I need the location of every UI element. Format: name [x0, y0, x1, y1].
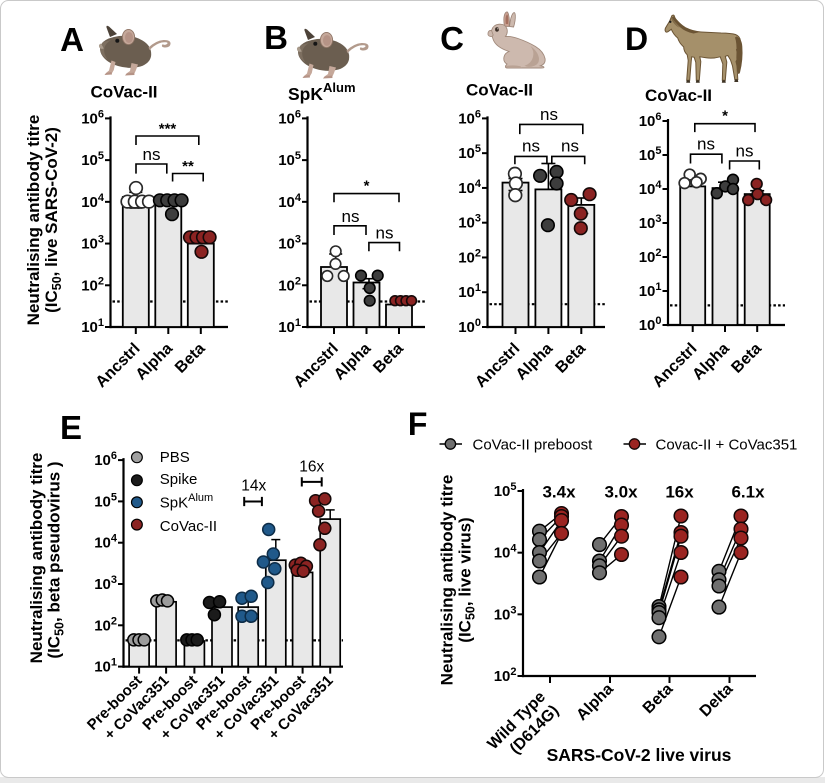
svg-text:***: ***	[159, 121, 177, 138]
svg-text:CoVac-II: CoVac-II	[90, 83, 157, 102]
svg-text:SARS-CoV-2 live virus: SARS-CoV-2 live virus	[547, 745, 732, 765]
svg-text:CoVac-II: CoVac-II	[160, 518, 217, 535]
svg-text:ns: ns	[143, 145, 161, 164]
svg-text:A: A	[60, 21, 84, 58]
svg-text:16x: 16x	[665, 483, 694, 502]
svg-text:(IC50, live virus): (IC50, live virus)	[456, 517, 478, 642]
svg-text:CoVac-II preboost: CoVac-II preboost	[473, 437, 594, 454]
svg-text:F: F	[408, 406, 428, 442]
svg-text:Neutralising antibody titre: Neutralising antibody titre	[24, 115, 43, 326]
svg-text:*: *	[364, 178, 370, 195]
svg-text:B: B	[264, 19, 288, 56]
svg-text:CoVac-II: CoVac-II	[466, 81, 533, 100]
svg-text:3.4x: 3.4x	[542, 483, 576, 502]
svg-text:Neutralising antibody titre: Neutralising antibody titre	[438, 475, 457, 686]
svg-text:ns: ns	[342, 207, 360, 226]
svg-text:PBS: PBS	[160, 449, 190, 466]
svg-text:ns: ns	[561, 137, 579, 156]
svg-text:ns: ns	[522, 137, 540, 156]
svg-text:(IC50, live SARS-CoV-2): (IC50, live SARS-CoV-2)	[42, 127, 64, 313]
svg-text:Covac-II + CoVac351: Covac-II + CoVac351	[656, 437, 798, 454]
svg-text:ns: ns	[736, 142, 754, 161]
svg-text:*: *	[722, 108, 728, 125]
svg-text:(IC50, beta pseudovirus ): (IC50, beta pseudovirus )	[45, 461, 67, 658]
svg-text:14x: 14x	[241, 478, 266, 495]
svg-text:C: C	[440, 20, 464, 57]
svg-text:D: D	[625, 21, 648, 57]
svg-text:E: E	[60, 409, 82, 446]
svg-text:3.0x: 3.0x	[604, 483, 638, 502]
svg-text:Spike: Spike	[160, 471, 198, 488]
svg-text:ns: ns	[376, 224, 394, 243]
svg-text:ns: ns	[697, 135, 715, 154]
svg-text:**: **	[182, 158, 194, 175]
svg-text:6.1x: 6.1x	[731, 483, 765, 502]
svg-text:16x: 16x	[299, 459, 324, 476]
svg-text:CoVac-II: CoVac-II	[645, 86, 712, 105]
svg-text:Neutralising antibody titre: Neutralising antibody titre	[27, 453, 46, 664]
svg-text:ns: ns	[540, 105, 558, 124]
